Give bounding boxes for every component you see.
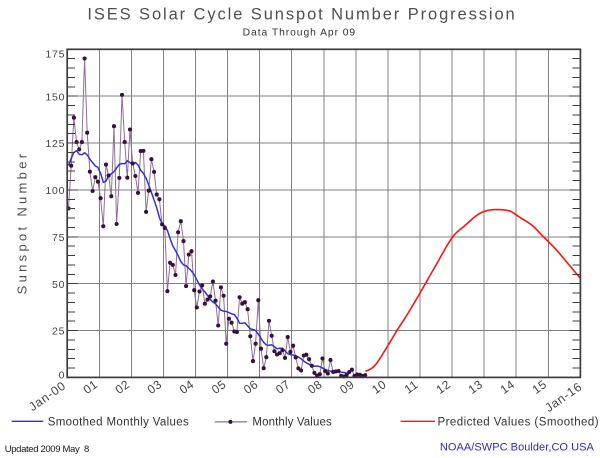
svg-text:13: 13 xyxy=(466,377,486,397)
svg-text:125: 125 xyxy=(45,138,65,150)
svg-text:14: 14 xyxy=(498,377,518,397)
svg-text:03: 03 xyxy=(145,377,165,397)
svg-text:Sunspot Number: Sunspot Number xyxy=(15,151,30,295)
svg-text:07: 07 xyxy=(273,377,293,397)
svg-text:09: 09 xyxy=(337,377,357,397)
svg-text:Smoothed Monthly Values: Smoothed Monthly Values xyxy=(48,417,189,429)
svg-text:100: 100 xyxy=(45,185,65,197)
svg-text:04: 04 xyxy=(177,377,197,397)
svg-text:Monthly Values: Monthly Values xyxy=(252,417,332,429)
svg-text:25: 25 xyxy=(52,326,65,338)
svg-text:05: 05 xyxy=(209,377,229,397)
svg-text:0: 0 xyxy=(59,369,66,381)
svg-text:Predicted Values (Smoothed): Predicted Values (Smoothed) xyxy=(438,417,600,429)
svg-text:Data Through Apr 09: Data Through Apr 09 xyxy=(243,27,356,38)
svg-text:10: 10 xyxy=(369,377,389,397)
svg-text:Updated 2009 May 8: Updated 2009 May 8 xyxy=(5,444,89,455)
svg-text:06: 06 xyxy=(241,377,261,397)
svg-text:01: 01 xyxy=(81,377,101,397)
svg-text:15: 15 xyxy=(530,377,550,397)
svg-text:NOAA/SWPC Boulder,CO USA: NOAA/SWPC Boulder,CO USA xyxy=(440,442,595,454)
svg-text:11: 11 xyxy=(402,377,421,396)
svg-text:75: 75 xyxy=(52,232,65,244)
svg-text:175: 175 xyxy=(45,49,65,61)
svg-text:50: 50 xyxy=(52,279,65,291)
svg-text:12: 12 xyxy=(433,377,453,397)
svg-text:02: 02 xyxy=(113,377,133,397)
svg-text:150: 150 xyxy=(45,91,65,103)
svg-text:08: 08 xyxy=(305,377,325,397)
svg-text:ISES Solar Cycle Sunspot Numbe: ISES Solar Cycle Sunspot Number Progress… xyxy=(87,6,516,24)
